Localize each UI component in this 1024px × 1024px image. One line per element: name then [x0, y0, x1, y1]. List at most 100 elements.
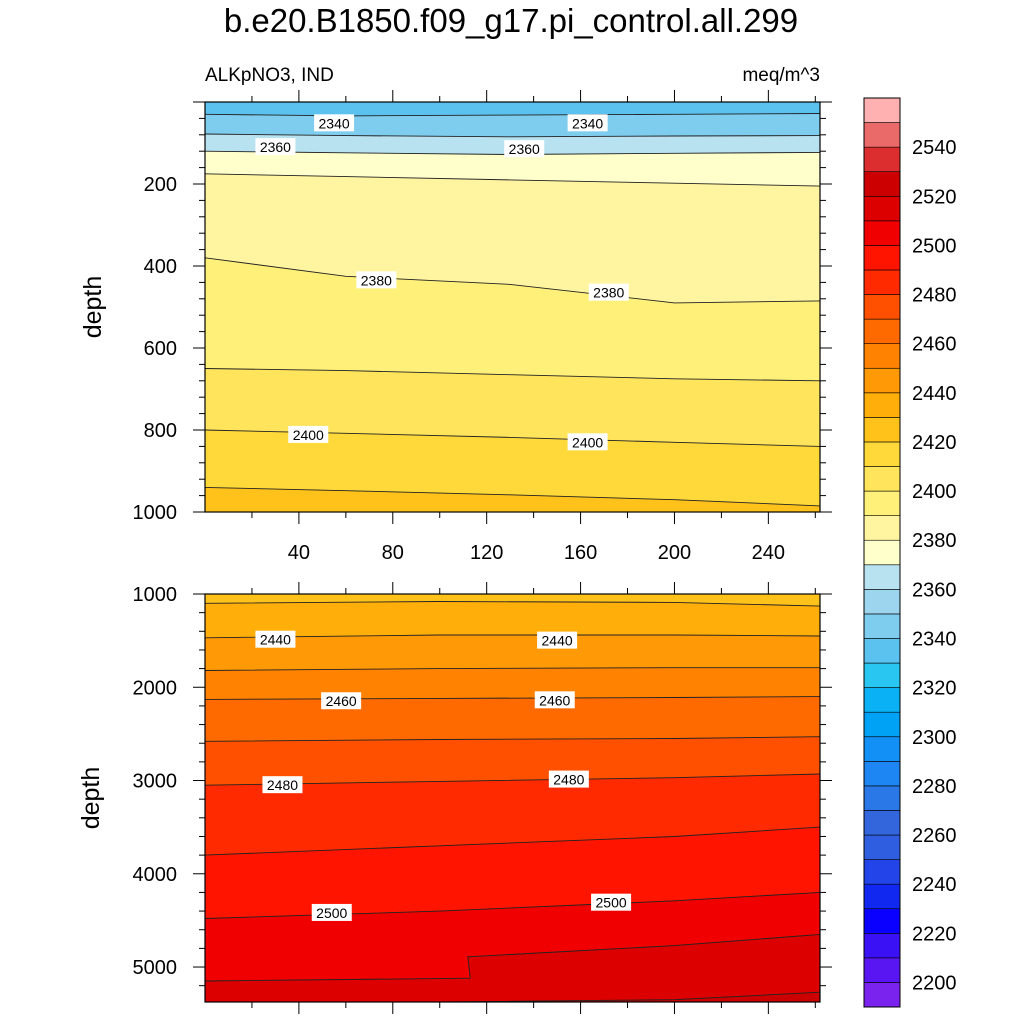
contour-label-text: 2440 — [260, 632, 291, 648]
y-tick-label: 400 — [144, 256, 177, 278]
lower-panel-fills — [205, 594, 820, 1002]
contour-label-box — [321, 692, 362, 710]
y-tick-label: 4000 — [133, 864, 178, 886]
colorbar-swatch — [863, 220, 901, 246]
colorbar-tick-label: 2280 — [912, 776, 957, 798]
y-tick-label: 600 — [144, 338, 177, 360]
colorbar-swatch — [863, 343, 901, 369]
contour-label: 2500 — [311, 903, 352, 921]
contour-label-text: 2400 — [293, 427, 324, 443]
contour-line — [204, 133, 821, 138]
colorbar-swatch — [863, 564, 901, 590]
colorbar-swatch — [863, 883, 901, 910]
contour-fill-band — [205, 934, 820, 1002]
colorbar-tick-label: 2400 — [912, 481, 957, 503]
contour-fill-band — [205, 992, 820, 1002]
contour-label-box — [504, 140, 545, 158]
colorbar-swatch — [863, 269, 901, 295]
lower-panel-contour-labels: 2440 2440 2460 2460 2480 2480 2500 2500 — [255, 630, 632, 921]
colorbar-swatch — [863, 736, 901, 762]
x-tick-label: 240 — [752, 542, 785, 564]
contour-label: 2460 — [534, 691, 575, 709]
y-tick-label: 800 — [144, 420, 177, 442]
contour-line — [204, 933, 821, 982]
colorbar-swatch — [863, 195, 901, 222]
lower-panel-axes: 1000 2000 3000 4000 5000 — [133, 582, 832, 1014]
colorbar-tick-label: 2240 — [912, 874, 957, 896]
contour-label: 2500 — [591, 893, 632, 911]
x-tick-label: 80 — [382, 542, 404, 564]
colorbar-tick-label: 2500 — [912, 235, 957, 257]
colorbar-swatch — [863, 318, 901, 344]
x-tick-label: 160 — [564, 542, 597, 564]
contour-label: 2440 — [255, 630, 296, 648]
colorbar-swatch — [863, 466, 901, 492]
colorbar-swatch — [863, 687, 901, 713]
contour-label-text: 2340 — [572, 115, 603, 131]
contour-label: 2480 — [548, 770, 589, 788]
colorbar-swatch — [863, 245, 901, 271]
colorbar-swatch — [863, 662, 901, 688]
contour-label: 2400 — [567, 433, 608, 451]
colorbar-swatch — [863, 122, 901, 148]
colorbar-tick-label: 2420 — [912, 432, 957, 454]
contour-line — [204, 368, 821, 382]
contour-label-text: 2440 — [542, 633, 573, 649]
contour-label-box — [255, 138, 296, 156]
x-tick-label: 200 — [658, 542, 691, 564]
colorbar-swatch — [863, 441, 901, 467]
plot-frame — [204, 101, 821, 513]
contour-label-text: 2460 — [539, 692, 570, 708]
colorbar-swatch — [863, 392, 901, 418]
contour-line — [204, 601, 821, 607]
contour-label-text: 2480 — [553, 772, 584, 788]
contour-line — [204, 736, 821, 742]
contour-label: 2360 — [255, 138, 296, 156]
contour-line — [204, 173, 821, 187]
contour-line — [204, 257, 821, 304]
contour-label-text: 2380 — [361, 272, 392, 288]
contour-label-box — [534, 691, 575, 709]
colorbar-swatch — [863, 957, 901, 983]
colorbar-tick-label: 2460 — [912, 334, 957, 356]
contour-label: 2480 — [262, 776, 303, 794]
contour-label: 2380 — [588, 283, 629, 301]
colorbar-swatch — [863, 490, 901, 516]
colorbar-swatch — [863, 613, 901, 639]
contour-label-box — [288, 425, 329, 443]
contour-label-text: 2460 — [326, 693, 357, 709]
contour-label-box — [311, 903, 352, 921]
contour-label-box — [255, 630, 296, 648]
contour-label-box — [314, 114, 355, 132]
colorbar-swatch — [863, 785, 901, 811]
contour-label-box — [567, 114, 608, 132]
y-tick-label: 1000 — [133, 502, 178, 524]
colorbar-swatch — [863, 932, 901, 959]
y-tick-label: 1000 — [133, 584, 178, 606]
x-tick-label: 120 — [470, 542, 503, 564]
colorbar-swatch — [863, 810, 901, 836]
colorbar-tick-label: 2320 — [912, 678, 957, 700]
contour-label-box — [567, 433, 608, 451]
contour-fill-band — [205, 487, 820, 512]
colorbar-tick-label: 2260 — [912, 825, 957, 847]
contour-line — [204, 486, 821, 507]
colorbar-swatch — [863, 515, 901, 541]
contour-label-box — [537, 631, 578, 649]
y-tick-label: 2000 — [133, 677, 178, 699]
contour-label-text: 2360 — [260, 139, 291, 155]
colorbar-swatch — [863, 589, 901, 615]
contour-label: 2340 — [314, 114, 355, 132]
contour-label: 2360 — [504, 140, 545, 158]
contour-label-box — [356, 271, 397, 289]
colorbar-tick-label: 2380 — [912, 530, 957, 552]
colorbar-swatch — [863, 97, 901, 123]
contour-label: 2440 — [537, 631, 578, 649]
colorbar-swatch — [863, 859, 901, 885]
upper-panel-axes: 200 400 600 800 1000 40 80 120 160 200 240 — [133, 90, 832, 564]
y-tick-label: 3000 — [133, 771, 178, 793]
colorbar-swatch — [863, 982, 901, 1008]
colorbar-swatch — [863, 146, 901, 173]
contour-label: 2340 — [567, 114, 608, 132]
